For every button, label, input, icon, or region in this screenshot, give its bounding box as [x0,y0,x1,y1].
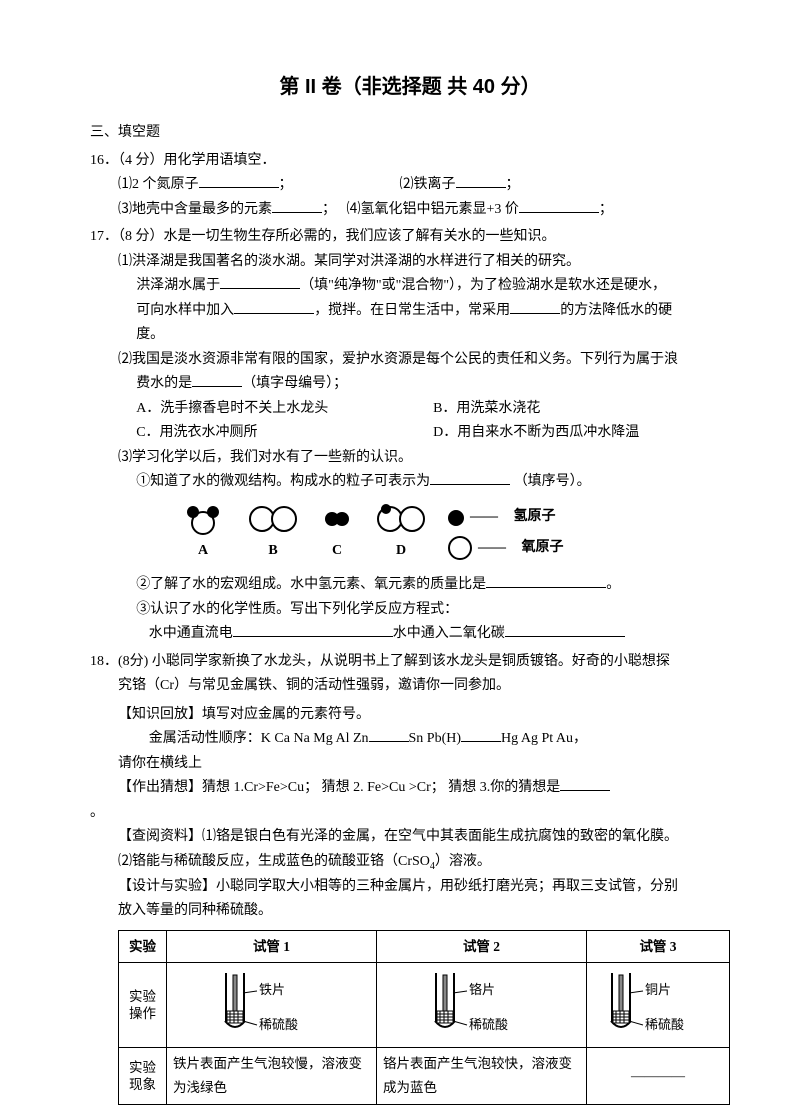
q17-options: A．洗手擦香皂时不关上水龙头 B．用洗菜水浇花 C．用洗衣水冲厕所 D．用自来水… [90,397,730,446]
svg-text:铁片: 铁片 [259,982,285,997]
q16-line1: ⑴2 个氮原子； ⑵铁离子； [90,173,730,198]
mol-c: C [320,503,354,564]
q17-s3-3: ③认识了水的化学性质。写出下列化学反应方程式： [90,598,730,623]
mol-d: D [374,503,428,564]
svg-text:铬片: 铬片 [469,982,495,997]
experiment-table: 实验 试管 1 试管 2 试管 3 实验操作 铁片 稀硫酸 [118,930,730,1105]
q17-opt-a: A．洗手擦香皂时不关上水龙头 [136,397,433,422]
th-tube1: 试管 1 [167,930,377,963]
table-row: 实验 试管 1 试管 2 试管 3 [119,930,730,963]
q17-s3: ⑶学习化学以后，我们对水有了一些新的认识。 [90,446,730,471]
page-title: 第 II 卷（非选择题 共 40 分） [90,70,730,105]
row-phenomenon: 实验现象 [119,1048,167,1104]
question-17: 17．（8 分）水是一切生物生存所必需的，我们应该了解有关水的一些知识。 ⑴洪泽… [90,225,730,647]
q17-opt-d: D．用自来水不断为西瓜冲水降温 [433,421,730,446]
q17-s1-line3: 度。 [90,323,730,348]
legend-h-icon [448,510,464,526]
th-exp: 实验 [119,930,167,963]
th-tube3: 试管 3 [587,930,730,963]
mol-a: A [180,503,226,564]
q17-s1-line1: 洪泽湖水属于（填"纯净物"或"混合物"），为了检验湖水是软水还是硬水， [90,274,730,299]
molecule-diagram: A B C D —— 氢原子 —— 氧原子 [90,503,730,564]
svg-text:稀硫酸: 稀硫酸 [469,1017,508,1032]
legend-o-icon [448,536,472,560]
q17-opt-c: C．用洗衣水冲厕所 [136,421,433,446]
row-operation: 实验操作 [119,963,167,1048]
tube2-cell: 铬片 稀硫酸 [377,963,587,1048]
svg-text:铜片: 铜片 [645,982,671,997]
q18-ref1: 【查阅资料】⑴铬是银白色有光泽的金属，在空气中其表面能生成抗腐蚀的致密的氧化膜。 [90,825,730,850]
q16-line2: ⑶地壳中含量最多的元素； ⑷氢氧化铝中铝元素显+3 价； [90,198,730,223]
q18-knowledge: 【知识回放】填写对应金属的元素符号。 [90,703,730,728]
q16-stem: 16．（4 分）用化学用语填空． [90,149,730,174]
q18-l2: 究铬（Cr）与常见金属铁、铜的活动性强弱，邀请你一同参加。 [90,674,730,699]
tube1-cell: 铁片 稀硫酸 [167,963,377,1048]
mol-b: B [246,503,300,564]
q17-opt-b: B．用洗菜水浇花 [433,397,730,422]
th-tube2: 试管 2 [377,930,587,963]
cell-result1: 铁片表面产生气泡较慢，溶液变为浅绿色 [167,1048,377,1104]
q17-s3-1: ①知道了水的微观结构。构成水的粒子可表示为 （填序号）。 [90,470,730,495]
table-row: 实验操作 铁片 稀硫酸 [119,963,730,1048]
section-3-header: 三、填空题 [90,121,730,146]
q18-stem: 18．(8分) 小聪同学家新换了水龙头，从说明书上了解到该水龙头是铜质镀铬。好奇… [90,650,730,675]
cell-result3: ———— [587,1048,730,1104]
q17-s1a: ⑴洪泽湖是我国著名的淡水湖。某同学对洪泽湖的水样进行了相关的研究。 [90,250,730,275]
table-row: 实验现象 铁片表面产生气泡较慢，溶液变为浅绿色 铬片表面产生气泡较快，溶液变成为… [119,1048,730,1104]
tube3-cell: 铜片 稀硫酸 [587,963,730,1048]
q17-stem: 17．（8 分）水是一切生物生存所必需的，我们应该了解有关水的一些知识。 [90,225,730,250]
svg-text:稀硫酸: 稀硫酸 [645,1017,684,1032]
q18-k3: 请你在横线上 [90,752,730,777]
q17-s2a: ⑵我国是淡水资源非常有限的国家，爱护水资源是每个公民的责任和义务。下列行为属于浪 [90,348,730,373]
q17-s3-2: ②了解了水的宏观组成。水中氢元素、氧元素的质量比是。 [90,573,730,598]
question-18: 18．(8分) 小聪同学家新换了水龙头，从说明书上了解到该水龙头是铜质镀铬。好奇… [90,650,730,1105]
svg-text:稀硫酸: 稀硫酸 [259,1017,298,1032]
q18-g2: 。 [90,801,730,826]
q17-s3-3-eq: 水中通直流电水中通入二氧化碳 [90,622,730,647]
q17-s2b: 费水的是（填字母编号）； [90,372,730,397]
legend: —— 氢原子 —— 氧原子 [448,505,564,560]
q18-activity-series: 金属活动性顺序：K Ca Na Mg Al ZnSn Pb(H)Hg Ag Pt… [90,727,730,752]
cell-result2: 铬片表面产生气泡较快，溶液变成为蓝色 [377,1048,587,1104]
q18-guess: 【作出猜想】猜想 1.Cr>Fe>Cu； 猜想 2. Fe>Cu >Cr； 猜想… [90,776,730,801]
question-16: 16．（4 分）用化学用语填空． ⑴2 个氮原子； ⑵铁离子； ⑶地壳中含量最多… [90,149,730,223]
q18-exp2: 放入等量的同种稀硫酸。 [90,899,730,924]
q17-s1-line2: 可向水样中加入，搅拌。在日常生活中，常采用的方法降低水的硬 [90,299,730,324]
q18-exp1: 【设计与实验】小聪同学取大小相等的三种金属片，用砂纸打磨光亮；再取三支试管，分别 [90,875,730,900]
q18-ref2: ⑵铬能与稀硫酸反应，生成蓝色的硫酸亚铬（CrSO4）溶液。 [90,850,730,875]
